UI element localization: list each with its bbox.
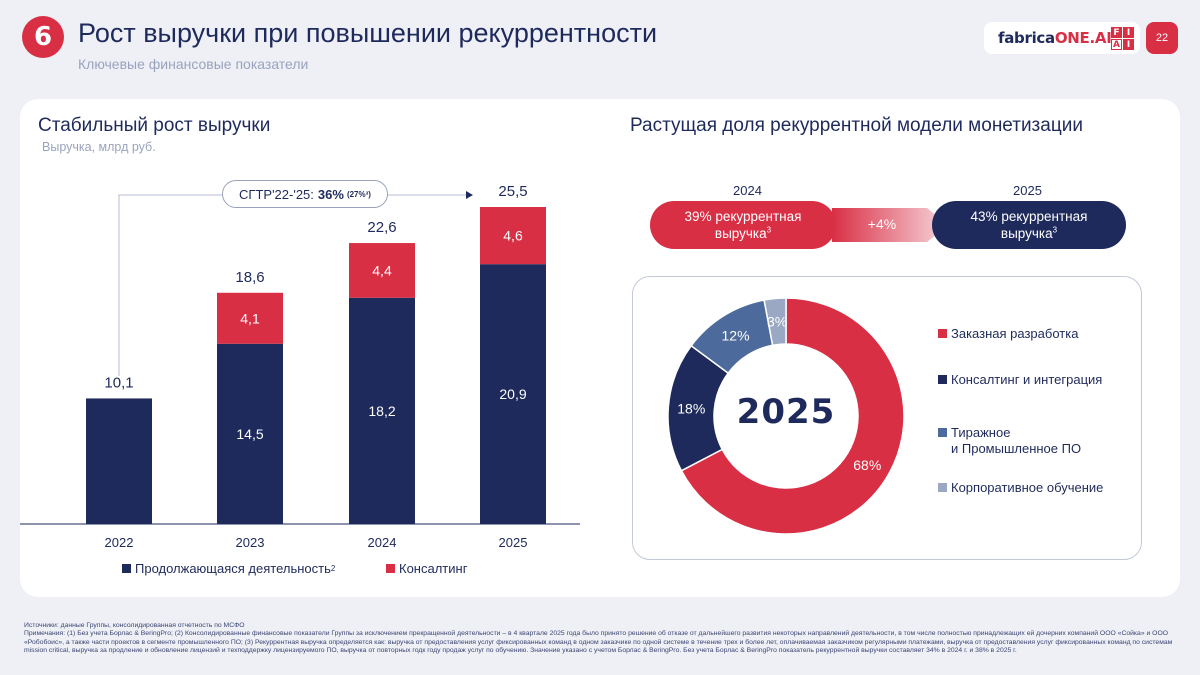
donut-panel xyxy=(632,276,1142,560)
revenue-bar-chart: 10,1 2022 14,5 4,1 18,6 2023 18,2 4,4 22,6 2024 20… xyxy=(20,183,580,550)
donut-legend-custom-dev: Заказная разработка xyxy=(938,326,1078,342)
cagr-value: 36% xyxy=(317,186,344,202)
page-title: Рост выручки при повышении рекуррентност… xyxy=(78,18,658,48)
growth-arrow-icon xyxy=(832,208,948,242)
logo-mark-icon: F I A I xyxy=(1111,27,1134,50)
donut-center-year: 2025 xyxy=(736,392,836,432)
legend-swatch-red xyxy=(386,564,395,573)
bar-value-label: 20,9 xyxy=(499,386,526,402)
donut-legend-software: Тиражное и Промышленное ПО xyxy=(938,425,1081,457)
cagr-badge: СГТР'22-'25: 36% (27%³) xyxy=(222,180,388,208)
cagr-note: (27%³) xyxy=(346,189,371,199)
footnotes: Источники: данные Группы, консолидирован… xyxy=(24,622,1184,655)
cagr-arrowhead-icon xyxy=(466,191,473,199)
logo-wordmark: fabricaONE.AI xyxy=(998,29,1112,47)
year-to-label: 2025 xyxy=(1013,183,1042,198)
recurring-2024-pill: 39% рекуррентная выручка3 xyxy=(650,201,836,249)
page-number: 22 xyxy=(1146,22,1178,54)
bar-consulting-2025 xyxy=(480,207,546,265)
bar-total-label: 10,1 xyxy=(104,374,133,391)
revenue-chart-title: Стабильный рост выручки xyxy=(38,115,271,136)
donut-legend-training: Корпоративное обучение xyxy=(938,480,1103,496)
bar-value-label: 4,4 xyxy=(372,262,392,278)
bar-value-label: 18,2 xyxy=(368,403,395,419)
legend-consulting: Консалтинг xyxy=(386,561,467,576)
bar-total-label: 25,5 xyxy=(498,183,527,200)
revenue-chart-unit: Выручка, млрд руб. xyxy=(42,140,156,154)
x-tick-label: 2025 xyxy=(499,535,528,550)
cagr-label: СГТР'22-'25: xyxy=(239,186,314,202)
bar-value-label: 4,6 xyxy=(503,228,523,244)
bar-continuing-2023 xyxy=(217,343,283,524)
bar-consulting-2023 xyxy=(217,292,283,344)
bar-continuing-2024 xyxy=(349,297,415,524)
company-logo: fabricaONE.AI F I A I xyxy=(984,22,1140,54)
donut-legend-consulting: Консалтинг и интеграция xyxy=(938,372,1102,388)
year-from-label: 2024 xyxy=(733,183,762,198)
bar-continuing-2022 xyxy=(86,398,152,524)
section-number-badge: 6 xyxy=(22,16,64,58)
bar-total-label: 22,6 xyxy=(367,219,396,236)
x-tick-label: 2023 xyxy=(236,535,265,550)
bar-value-label: 4,1 xyxy=(240,310,260,326)
recurring-title: Растущая доля рекуррентной модели монети… xyxy=(630,115,1083,136)
bar-continuing-2025 xyxy=(480,264,546,524)
bar-value-label: 14,5 xyxy=(236,426,263,442)
recurring-delta: +4% xyxy=(867,216,897,232)
x-tick-label: 2024 xyxy=(368,535,397,550)
x-tick-label: 2022 xyxy=(105,535,134,550)
cagr-connector-line xyxy=(118,194,222,376)
footnote-notes: Примечания: (1) Без учета Борлас & Berin… xyxy=(24,630,1173,654)
legend-swatch-navy xyxy=(122,564,131,573)
bar-total-label: 18,6 xyxy=(235,269,264,286)
page-subtitle: Ключевые финансовые показатели xyxy=(78,56,309,72)
legend-continuing: Продолжающаяся деятельность 2 xyxy=(122,561,335,576)
bar-consulting-2024 xyxy=(349,243,415,298)
recurring-2025-pill: 43% рекуррентная выручка3 xyxy=(932,201,1126,249)
footnote-sources: Источники: данные Группы, консолидирован… xyxy=(24,622,245,629)
